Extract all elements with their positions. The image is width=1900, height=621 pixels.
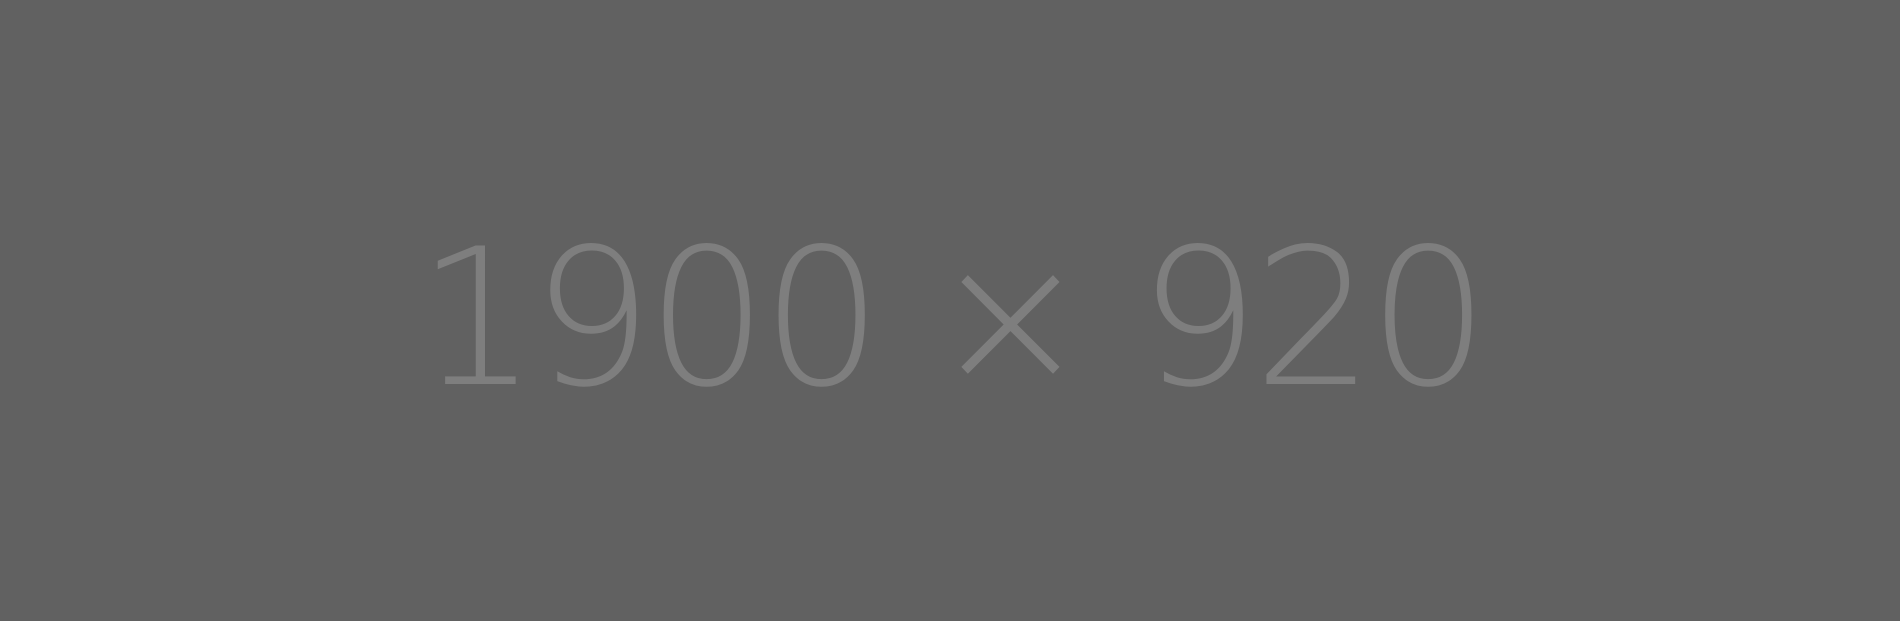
placeholder-dimensions-label: 1900 × 920 (416, 207, 1489, 429)
